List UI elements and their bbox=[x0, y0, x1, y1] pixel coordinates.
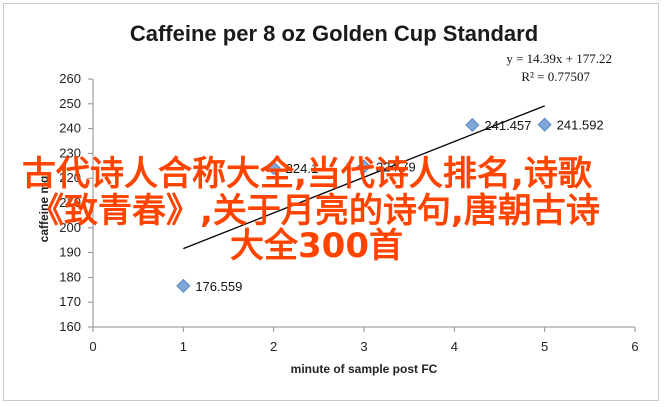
chart-frame: Caffeine per 8 oz Golden Cup Standard 16… bbox=[3, 3, 659, 401]
y-tick-label: 250 bbox=[59, 96, 81, 111]
y-tick-label: 260 bbox=[59, 71, 81, 86]
y-tick-label: 180 bbox=[59, 269, 81, 284]
x-tick-label: 3 bbox=[360, 339, 367, 354]
data-label: 241.592 bbox=[557, 118, 604, 133]
r-squared: R² = 0.77507 bbox=[521, 69, 590, 84]
x-tick-label: 5 bbox=[541, 339, 548, 354]
scatter-chart: Caffeine per 8 oz Golden Cup Standard 16… bbox=[37, 21, 639, 376]
data-points: 176.559 224.1 224.79 241.457 241.592 bbox=[176, 117, 604, 294]
y-tick-label: 210 bbox=[59, 195, 81, 210]
data-point-marker bbox=[465, 117, 480, 133]
y-axis-label: caffeine mg bbox=[37, 176, 51, 243]
data-label: 224.79 bbox=[376, 160, 416, 175]
data-point-marker bbox=[266, 160, 281, 176]
x-tick-label: 6 bbox=[631, 339, 638, 354]
y-tick-label: 220 bbox=[59, 170, 81, 185]
y-tick-label: 190 bbox=[59, 245, 81, 260]
x-axis-label: minute of sample post FC bbox=[291, 362, 438, 376]
x-tick-label: 2 bbox=[270, 339, 277, 354]
y-tick-label: 200 bbox=[59, 220, 81, 235]
axes: 160 170 180 190 200 210 220 230 240 250 260 0 1 2 3 4 5 6 bbox=[59, 71, 638, 354]
y-tick-label: 170 bbox=[59, 294, 81, 309]
data-label: 224.1 bbox=[286, 161, 319, 176]
data-label: 241.457 bbox=[484, 118, 531, 133]
data-label: 176.559 bbox=[195, 279, 242, 294]
y-tick-label: 160 bbox=[59, 319, 81, 334]
y-tick-label: 240 bbox=[59, 121, 81, 136]
chart-title: Caffeine per 8 oz Golden Cup Standard bbox=[130, 21, 538, 46]
trend-equation: y = 14.39x + 177.22 bbox=[506, 51, 612, 66]
data-point-marker bbox=[176, 278, 191, 293]
data-point-marker bbox=[356, 159, 372, 174]
trendline bbox=[183, 105, 545, 250]
x-tick-label: 1 bbox=[180, 339, 187, 354]
data-point-marker bbox=[537, 117, 552, 132]
x-tick-label: 0 bbox=[89, 339, 96, 354]
x-tick-label: 4 bbox=[451, 339, 458, 354]
trendline-path bbox=[183, 105, 545, 250]
y-tick-label: 230 bbox=[59, 145, 81, 160]
